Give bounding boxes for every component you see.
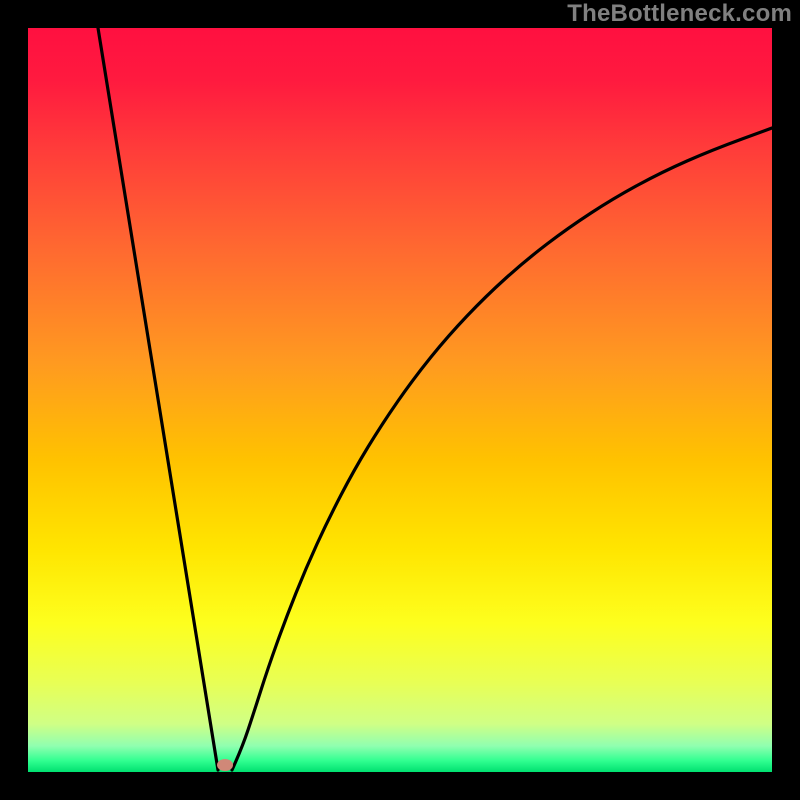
chart-svg (0, 0, 800, 800)
chart-container: TheBottleneck.com (0, 0, 800, 800)
minimum-marker (217, 759, 233, 771)
